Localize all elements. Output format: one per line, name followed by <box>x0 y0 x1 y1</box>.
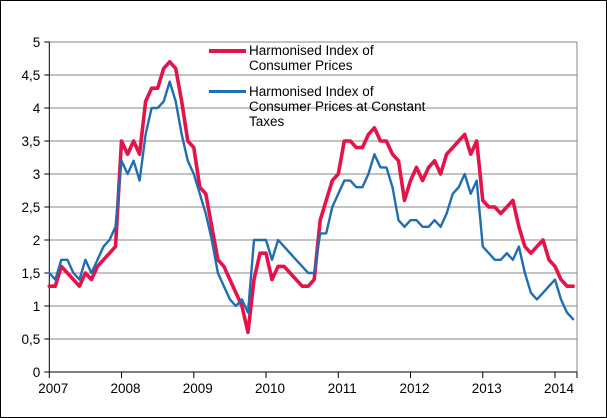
hicp-legend-label: Harmonised Index of Consumer Prices <box>249 43 374 73</box>
y-axis-label: 3,5 <box>22 134 41 149</box>
x-axis-label: 2009 <box>183 381 213 396</box>
y-axis-label: 4 <box>33 101 41 116</box>
x-axis-label: 2010 <box>255 381 285 396</box>
hicp-ct-legend-marker <box>209 90 246 93</box>
y-axis-label: 3 <box>33 167 41 182</box>
y-axis-label: 4,5 <box>22 68 41 83</box>
hicp-ct-line <box>48 80 575 321</box>
hicp-ct-legend-label: Harmonised Index of Consumer Prices at C… <box>249 84 426 129</box>
x-axis-label: 2012 <box>399 381 429 396</box>
y-axis-label: 1,5 <box>22 266 41 281</box>
x-axis-label: 2013 <box>472 381 502 396</box>
y-axis-label: 2,5 <box>22 200 41 215</box>
legend-item-hicp-ct: Harmonised Index of Consumer Prices at C… <box>209 84 431 129</box>
y-axis-label: 0 <box>33 365 41 380</box>
hicp-line <box>47 59 575 335</box>
y-axis-label: 0,5 <box>22 332 41 347</box>
legend: Harmonised Index of Consumer Prices Harm… <box>209 43 431 129</box>
x-axis-label: 2007 <box>38 381 68 396</box>
x-axis-label: 2008 <box>111 381 141 396</box>
y-axis-label: 1 <box>33 299 41 314</box>
hicp-legend-marker <box>209 49 246 53</box>
y-axis-label: 2 <box>33 233 41 248</box>
x-axis-label: 2014 <box>544 381 575 396</box>
x-axis-label: 2011 <box>328 381 357 396</box>
legend-item-hicp: Harmonised Index of Consumer Prices <box>209 43 431 73</box>
y-axis-label: 5 <box>33 35 41 50</box>
